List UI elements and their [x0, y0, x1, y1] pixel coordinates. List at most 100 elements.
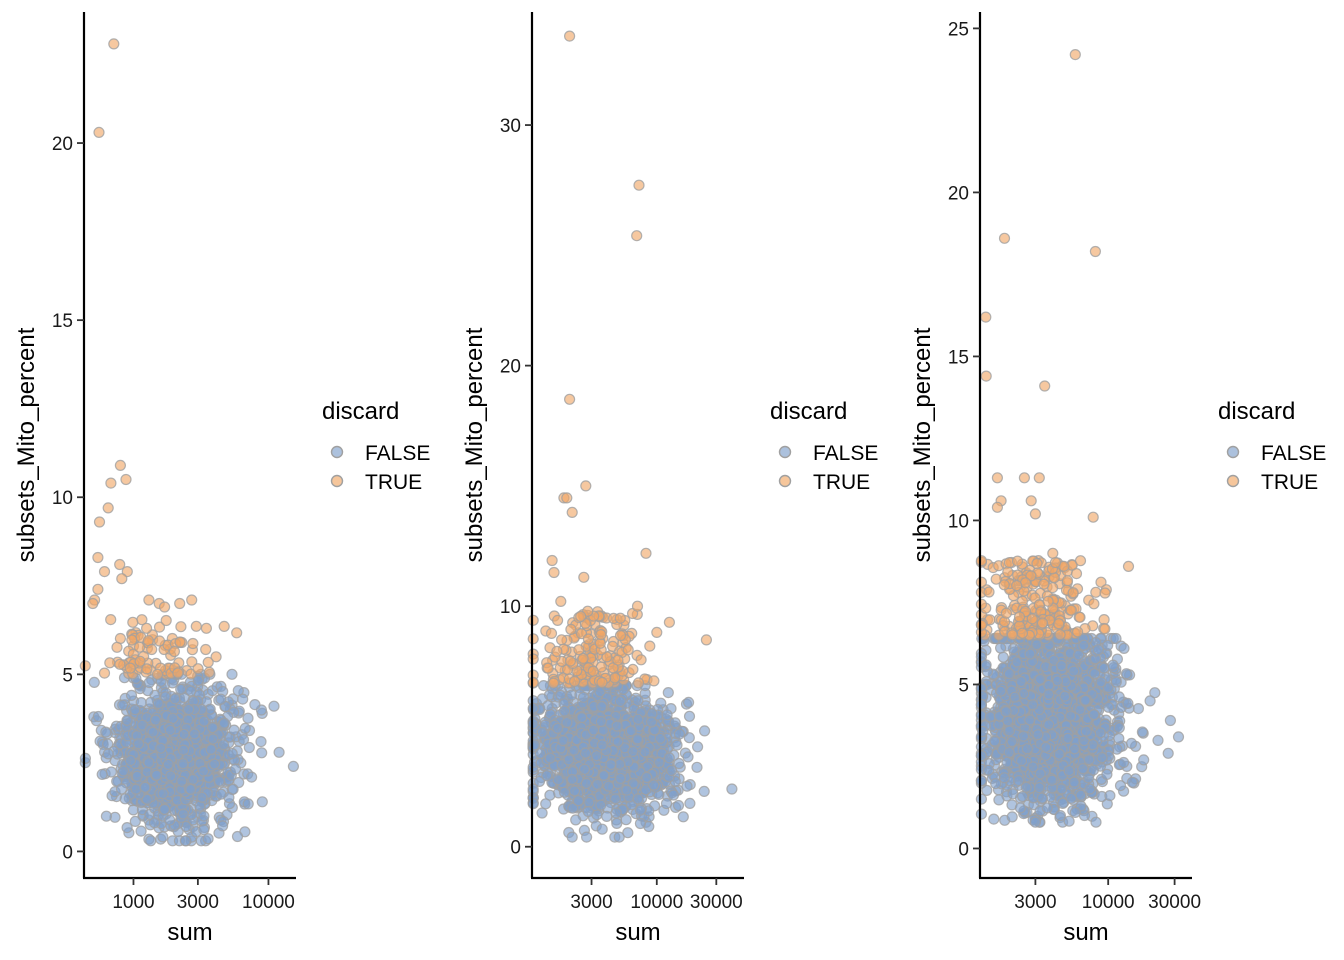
panel-2-point-false-1665	[667, 789, 680, 801]
panel-2-point-false-1825	[552, 722, 564, 734]
panel-2-point-false-1774	[536, 726, 548, 739]
panel-1-point-false-o5	[256, 796, 268, 808]
panel-2-point-false-1884	[632, 793, 644, 805]
panel-2-point-false-1877	[577, 691, 590, 703]
panel-2-legend: discard FALSE TRUE	[770, 398, 878, 494]
panel-2-point-false-1894	[580, 831, 593, 843]
panel-1-point-false-1512	[152, 697, 164, 710]
panel-2-point-false-1818	[527, 702, 539, 714]
panel-1-legend-key-true	[330, 474, 344, 488]
panel-1-point-false-1655	[205, 743, 217, 756]
panel-1-point-false-1617	[148, 817, 161, 829]
panel-1-point-true-74	[160, 614, 172, 627]
panel-2-legend-key-false	[778, 445, 792, 459]
panel-2-points	[527, 30, 738, 843]
panel-1-point-false-1664	[183, 703, 195, 716]
panel-1-point-true-o14	[87, 597, 99, 610]
panel-1-point-false-1447	[79, 752, 92, 765]
panel-2-point-false-1816	[634, 804, 647, 816]
panel-1-x-tick-label-0: 1000	[112, 892, 154, 913]
panel-2-point-false-691	[684, 797, 696, 810]
panel-2-point-false-1872	[653, 756, 665, 769]
panel-1-point-false-1381	[100, 810, 113, 822]
panel-1-point-true-3	[218, 620, 230, 633]
panel-1-point-true-53	[200, 643, 212, 656]
panel-2-point-false-1882	[579, 747, 592, 759]
panel-1-point-false-1282	[121, 821, 133, 834]
panel-2-point-false-1899	[527, 783, 539, 795]
panel-1-point-true-29	[105, 613, 117, 626]
panel-2-point-true-o12	[700, 634, 713, 646]
panel-1-point-false-1380	[217, 820, 229, 832]
panel-1-point-true-o19	[159, 601, 171, 613]
panel-1-point-false-1659	[165, 770, 177, 782]
panel-1-point-true-o16	[186, 594, 198, 606]
panel-2-point-true-o0	[563, 30, 576, 42]
panel-1-point-false-1651	[139, 781, 151, 793]
panel-1-point-false-1587	[117, 765, 130, 777]
panel-2-point-false-1875	[544, 752, 556, 764]
panel-1-point-true-o12	[92, 583, 104, 595]
panel-2-y-tick-label-1: 10	[500, 597, 521, 618]
panel-2-y-tick-label-2: 20	[500, 357, 521, 378]
panel-2-point-false-1561	[681, 780, 693, 792]
panel-2-point-true-176	[651, 626, 663, 639]
panel-2-point-false-1090	[537, 679, 550, 692]
panel-2-point-false-1067	[544, 789, 556, 801]
panel-1-point-true-65	[98, 667, 111, 679]
panel-1-point-false-1628	[178, 728, 190, 740]
panel-1-legend-label-false: FALSE	[365, 442, 430, 465]
panel-1-point-false-1328	[213, 775, 225, 787]
panel-2-point-false-1794	[639, 746, 651, 758]
panel-2-point-false-1887	[640, 771, 653, 783]
panel-2-legend-label-true: TRUE	[813, 471, 870, 494]
panel-2-point-false-1897	[595, 715, 607, 728]
panel-1-point-false-o4	[246, 771, 258, 783]
panel-2-point-false-1891	[563, 754, 575, 766]
panel-1-point-false-555	[242, 712, 254, 724]
panel-2-point-false-1880	[587, 724, 600, 736]
panel-2-point-true-99	[527, 614, 539, 626]
panel-1-point-true-51	[79, 660, 91, 672]
panel-2-x-tick-label-0: 3000	[570, 892, 612, 913]
panel-2-point-false-695	[570, 814, 582, 826]
panel-1-point-true-75	[168, 645, 180, 658]
panel-1-point-false-1633	[198, 715, 210, 727]
panel-2-x-axis-title: sum	[615, 919, 660, 946]
panel-2-point-false-o4	[613, 831, 625, 843]
panel-2-point-false-1386	[672, 799, 685, 812]
panel-2-point-true-o3	[563, 393, 576, 405]
panel-2-point-false-1858	[605, 758, 617, 771]
panel-2-point-false-1809	[558, 705, 571, 717]
panel-1-point-false-784	[256, 747, 268, 759]
panel-1-point-true-o2	[114, 459, 127, 471]
panel-2-point-true-162	[627, 663, 639, 676]
panel-1-point-false-1620	[121, 714, 133, 726]
panel-1-point-true-o0	[108, 38, 120, 50]
panel-2-point-false-1888	[645, 716, 658, 728]
panel-1-point-false-1266	[92, 710, 105, 723]
panel-2-point-false-1784	[591, 778, 604, 791]
panel-1-point-false-1521	[232, 684, 244, 697]
panel-1-point-false-o0	[287, 760, 299, 773]
panel-2-point-false-1714	[610, 807, 622, 819]
panel-2-point-false-1854	[632, 713, 644, 725]
panel-1-point-false-1537	[207, 733, 219, 745]
panel-2-point-false-1862	[568, 744, 580, 756]
panel-1-point-false-1438	[88, 676, 100, 689]
panel-1-point-false-1615	[130, 783, 142, 795]
panel-1-legend-key-false	[330, 445, 344, 459]
panel-1-point-true-o6	[93, 516, 106, 528]
panel-2-point-true-172	[568, 675, 581, 688]
panel-2-point-false-1883	[621, 784, 633, 796]
panel-2-point-false-1843	[603, 780, 615, 792]
panel-1-y-tick-label-3: 15	[52, 311, 73, 332]
panel-2-point-true-179	[622, 644, 634, 656]
panel-2-point-false-1861	[614, 695, 626, 708]
panel-1-legend: discard FALSE TRUE	[322, 398, 430, 494]
panel-2-legend-key-true	[778, 474, 792, 488]
panel-1-point-true-73	[126, 634, 138, 646]
panel-2-point-true-102	[635, 654, 647, 666]
panel-2-point-true-o6	[561, 492, 573, 504]
panel-1-point-true-52	[111, 641, 123, 653]
